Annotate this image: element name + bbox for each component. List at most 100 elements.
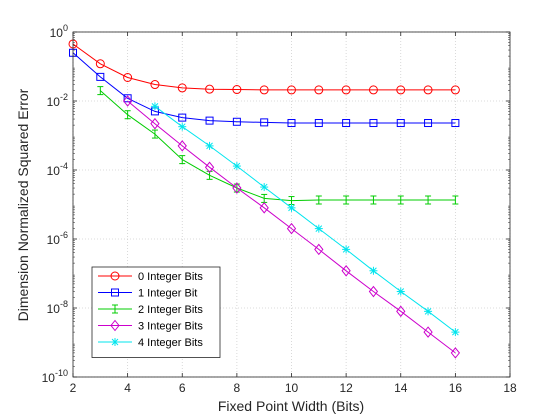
legend-label: 2 Integer Bits [138,304,203,316]
data-point [287,85,296,95]
series-layer [68,39,461,359]
legend-label: 1 Integer Bit [138,288,197,300]
series-line [154,105,456,333]
data-point [97,86,104,96]
series-0 [68,39,460,95]
series-line [72,52,456,124]
data-point [342,245,351,254]
data-point [424,307,433,316]
data-point [314,243,324,256]
data-point [341,85,351,95]
x-tick-label: 4 [124,381,131,395]
x-tick-label: 12 [339,381,353,395]
data-point [425,195,432,205]
data-point [450,347,461,359]
legend-item: 4 Integer Bits [98,337,203,349]
data-point [286,222,297,235]
legend-label: 3 Integer Bits [138,321,203,333]
data-point [396,305,406,318]
series-1 [69,48,460,128]
data-point [260,118,269,127]
x-axis-label: Fixed Point Width (Bits) [218,398,364,414]
data-point [123,94,132,103]
data-point [397,195,404,205]
y-tick-label: 100 [50,23,68,40]
series-line [99,90,456,202]
legend-marker [112,304,118,314]
data-point [314,224,323,233]
data-point [341,264,351,277]
data-point [396,85,406,95]
data-point [179,155,186,165]
data-point [452,195,459,205]
data-point [423,326,433,338]
data-point [314,85,324,95]
ticks: 2 4 6 8 10 12 14 16 18 100 10-2 10-4 10-6 10-8 10-10 [42,23,517,395]
legend-marker [110,319,120,332]
legend-item: 1 Integer Bit [98,288,197,300]
x-tick-label: 6 [179,381,186,395]
data-point [450,85,460,95]
legend-label: 0 Integer Bits [138,271,203,283]
y-tick-label: 10-4 [47,161,68,178]
data-point [150,102,159,111]
data-point [96,72,105,81]
data-point [232,182,242,194]
series-line [127,100,456,354]
x-tick-label: 8 [234,381,241,395]
data-point [232,162,241,171]
data-point [315,195,322,205]
series-3 [122,95,461,359]
data-point [259,85,269,95]
legend-marker [111,338,119,346]
data-point [232,117,241,126]
legend-item: 3 Integer Bits [98,319,203,333]
data-point [396,119,405,128]
data-point [150,80,160,90]
data-point [177,140,187,152]
legend-marker [111,288,119,297]
data-point [287,203,296,212]
data-point [205,116,214,125]
data-point [177,83,187,93]
legend: 0 Integer Bits 1 Integer Bit 2 Integer Bit… [91,266,221,358]
data-point [314,119,323,128]
data-point [178,122,187,131]
data-point [368,85,378,95]
data-point [396,287,405,296]
x-tick-label: 2 [70,381,77,395]
series-4 [150,102,460,337]
legend-item: 0 Integer Bits [98,271,203,283]
data-point [151,129,158,139]
x-tick-label: 16 [449,381,463,395]
data-point [95,59,105,69]
data-point [343,195,350,205]
data-point [178,113,187,122]
data-point [123,72,133,82]
x-tick-label: 10 [285,381,299,395]
y-tick-label: 10-8 [47,299,68,316]
data-point [342,119,351,128]
data-point [205,84,215,94]
data-point [204,161,215,174]
legend-marker [110,271,120,281]
data-point [232,85,242,95]
legend-item: 2 Integer Bits [98,304,203,316]
data-point [451,328,460,337]
data-point [451,119,460,128]
data-point [423,85,433,95]
data-point [424,119,433,128]
data-point [369,119,378,128]
x-tick-label: 18 [503,381,517,395]
data-point [260,183,269,192]
series-line [72,43,456,91]
y-tick-label: 10-6 [47,230,68,247]
data-point [124,110,131,120]
data-point [259,202,269,214]
y-tick-label: 10-10 [42,368,68,385]
x-tick-label: 14 [394,381,408,395]
legend-label: 4 Integer Bits [138,337,203,349]
data-point [205,141,214,150]
data-point [150,117,160,130]
data-point [369,266,378,275]
